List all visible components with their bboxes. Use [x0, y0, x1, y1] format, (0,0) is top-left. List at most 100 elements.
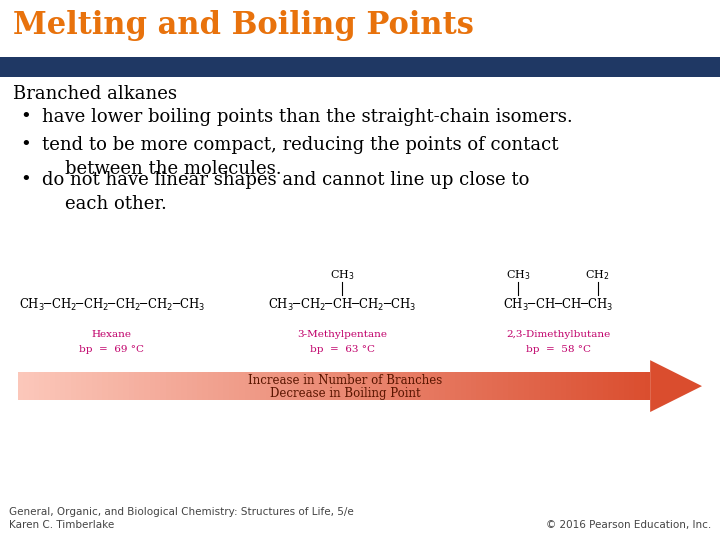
Bar [566, 372, 571, 400]
Bar [618, 372, 624, 400]
Bar [350, 372, 355, 400]
Bar [434, 372, 439, 400]
Bar [134, 372, 139, 400]
Bar [345, 372, 350, 400]
Bar [66, 372, 71, 400]
Bar [334, 372, 339, 400]
Bar [307, 372, 313, 400]
Text: bp  =  58 °C: bp = 58 °C [526, 345, 590, 354]
Bar [171, 372, 176, 400]
Bar [302, 372, 307, 400]
Bar [450, 372, 455, 400]
Bar [523, 372, 529, 400]
Bar [639, 372, 645, 400]
Bar [339, 372, 345, 400]
Bar [34, 372, 39, 400]
Bar [0, 57, 720, 77]
Text: CH$_3$─CH$_2$─CH─CH$_2$─CH$_3$: CH$_3$─CH$_2$─CH─CH$_2$─CH$_3$ [268, 297, 416, 313]
Text: CH$_3$─CH$_2$─CH$_2$─CH$_2$─CH$_2$─CH$_3$: CH$_3$─CH$_2$─CH$_2$─CH$_2$─CH$_2$─CH$_3… [19, 297, 204, 313]
Bar [118, 372, 123, 400]
Bar [503, 372, 508, 400]
Bar [202, 372, 207, 400]
Bar [482, 372, 487, 400]
Text: 3-Methylpentane: 3-Methylpentane [297, 330, 387, 339]
Bar [555, 372, 561, 400]
Bar [545, 372, 550, 400]
Bar [439, 372, 445, 400]
Text: CH$_3$: CH$_3$ [330, 268, 354, 282]
Bar [23, 372, 29, 400]
Bar [213, 372, 218, 400]
Text: have lower boiling points than the straight-chain isomers.: have lower boiling points than the strai… [42, 108, 572, 126]
Text: do not have linear shapes and cannot line up close to
    each other.: do not have linear shapes and cannot lin… [42, 171, 529, 213]
Bar [329, 372, 334, 400]
Bar [593, 372, 598, 400]
Bar [371, 372, 377, 400]
Bar [313, 372, 318, 400]
Bar [71, 372, 76, 400]
Bar [271, 372, 276, 400]
Bar [577, 372, 582, 400]
Bar [629, 372, 634, 400]
Bar [377, 372, 382, 400]
Bar [361, 372, 366, 400]
Bar [261, 372, 266, 400]
Bar [323, 372, 329, 400]
Bar [55, 372, 60, 400]
Bar [318, 372, 323, 400]
Bar [382, 372, 387, 400]
Bar [539, 372, 545, 400]
Text: Melting and Boiling Points: Melting and Boiling Points [13, 10, 474, 42]
Bar [287, 372, 292, 400]
Bar [186, 372, 192, 400]
Bar [397, 372, 402, 400]
Bar [492, 372, 498, 400]
Bar [229, 372, 234, 400]
Bar [60, 372, 66, 400]
Text: bp  =  63 °C: bp = 63 °C [310, 345, 374, 354]
Bar [181, 372, 186, 400]
Bar [18, 372, 23, 400]
Bar [624, 372, 629, 400]
Bar [86, 372, 91, 400]
Bar [0, 0, 720, 57]
Bar [39, 372, 45, 400]
Text: © 2016 Pearson Education, Inc.: © 2016 Pearson Education, Inc. [546, 520, 711, 530]
Bar [645, 372, 650, 400]
Bar [150, 372, 155, 400]
Bar [282, 372, 287, 400]
Bar [550, 372, 555, 400]
Bar [598, 372, 603, 400]
Bar [429, 372, 434, 400]
Bar [387, 372, 392, 400]
Bar [255, 372, 261, 400]
Text: CH$_3$: CH$_3$ [506, 268, 531, 282]
Bar [192, 372, 197, 400]
Bar [102, 372, 107, 400]
Bar [245, 372, 250, 400]
Bar [139, 372, 145, 400]
Text: Branched alkanes: Branched alkanes [13, 85, 177, 103]
Bar [239, 372, 245, 400]
Bar [455, 372, 461, 400]
Bar [423, 372, 429, 400]
Bar [408, 372, 413, 400]
Bar [91, 372, 97, 400]
Bar [508, 372, 513, 400]
Bar [145, 372, 150, 400]
Bar [392, 372, 397, 400]
Bar [366, 372, 371, 400]
Polygon shape [650, 360, 702, 412]
Bar [155, 372, 161, 400]
Bar [402, 372, 408, 400]
Bar [176, 372, 181, 400]
Bar [45, 372, 50, 400]
Bar [292, 372, 297, 400]
Bar [477, 372, 482, 400]
Bar [276, 372, 282, 400]
Bar [529, 372, 534, 400]
Bar [266, 372, 271, 400]
Bar [107, 372, 113, 400]
Bar [97, 372, 102, 400]
Text: •: • [20, 136, 31, 154]
